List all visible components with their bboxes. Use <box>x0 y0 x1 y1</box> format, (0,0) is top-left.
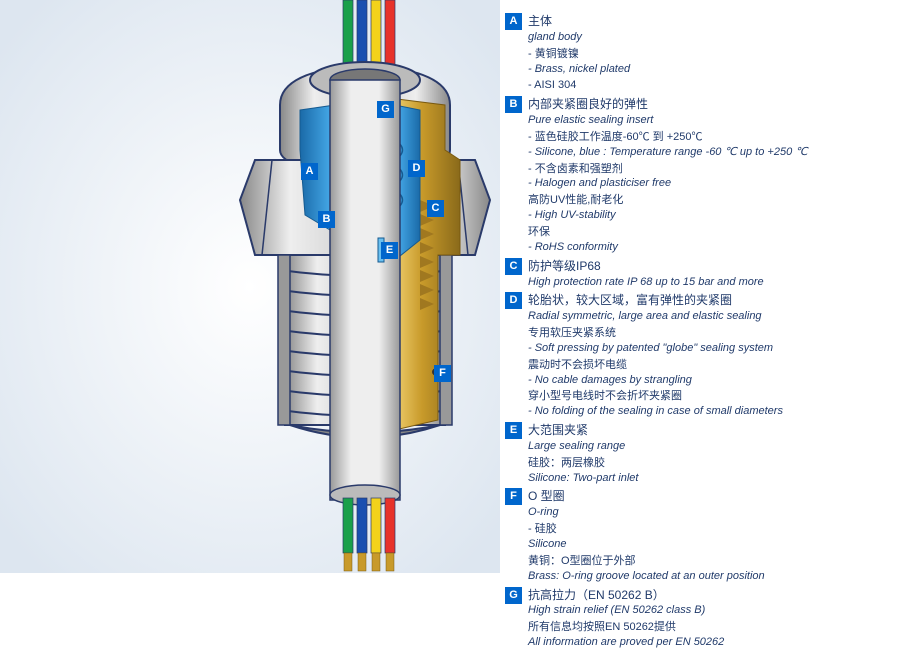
legend-badge-D: D <box>505 292 522 309</box>
legend-sub: 黄铜：O型圈位于外部 Brass: O-ring groove located … <box>528 554 915 584</box>
legend-panel: A 主体 gland body - 黄铜镀镍- Brass, nickel plate… <box>505 10 915 652</box>
legend-sub: - 硅胶 Silicone <box>528 522 915 552</box>
legend-section-B: B 内部夹紧圈良好的弹性 Pure elastic sealing insert <box>505 96 915 128</box>
legend-en: gland body <box>528 30 582 45</box>
legend-badge-E: E <box>505 422 522 439</box>
legend-section-A: A 主体 gland body <box>505 13 915 45</box>
legend-en: Pure elastic sealing insert <box>528 113 653 128</box>
legend-sub: - AISI 304 <box>528 78 915 93</box>
legend-sub: - 蓝色硅胶工作温度-60℃ 到 +250℃- Silicone, blue :… <box>528 130 915 160</box>
legend-badge-A: A <box>505 13 522 30</box>
diagram-label-B: B <box>318 211 335 228</box>
legend-badge-G: G <box>505 587 522 604</box>
legend-cn: 内部夹紧圈良好的弹性 <box>528 97 648 111</box>
diagram-label-D: D <box>408 160 425 177</box>
diagram-label-C: C <box>427 200 444 217</box>
legend-section-C: C 防护等级IP68 High protection rate IP 68 up t… <box>505 258 915 290</box>
legend-section-D: D 轮胎状，较大区域，富有弹性的夹紧圈 Radial symmetric, larg… <box>505 292 915 324</box>
legend-en: High protection rate IP 68 up to 15 bar … <box>528 275 764 290</box>
legend-cn: 抗高拉力（EN 50262 B） <box>528 588 665 602</box>
legend-cn: 防护等级IP68 <box>528 259 601 273</box>
legend-sub: 震动时不会损坏电缆- No cable damages by stranglin… <box>528 358 915 388</box>
diagram-label-A: A <box>301 163 318 180</box>
legend-section-E: E 大范围夹紧 Large sealing range <box>505 422 915 454</box>
legend-section-G: G 抗高拉力（EN 50262 B）High strain relief (EN … <box>505 587 915 619</box>
legend-cn: O 型圈 <box>528 489 565 503</box>
legend-sub: 所有信息均按照EN 50262提供 All information are pr… <box>528 620 915 650</box>
diagram-label-G: G <box>377 101 394 118</box>
product-diagram <box>0 0 500 573</box>
legend-sub: - 不含卤素和强塑剂- Halogen and plasticiser free <box>528 162 915 192</box>
legend-cn: 主体 <box>528 14 552 28</box>
legend-en: High strain relief (EN 50262 class B) <box>528 603 705 618</box>
legend-section-F: F O 型圈 O-ring <box>505 488 915 520</box>
legend-sub: 硅胶：两层橡胶 Silicone: Two-part inlet <box>528 456 915 486</box>
legend-badge-F: F <box>505 488 522 505</box>
legend-en: O-ring <box>528 505 565 520</box>
legend-sub: 穿小型号电线时不会折坏夹紧圈- No folding of the sealin… <box>528 389 915 419</box>
legend-en: Large sealing range <box>528 439 625 454</box>
legend-sub: - 黄铜镀镍- Brass, nickel plated <box>528 47 915 77</box>
legend-badge-B: B <box>505 96 522 113</box>
legend-sub: 环保- RoHS conformity <box>528 225 915 255</box>
legend-cn: 大范围夹紧 <box>528 423 588 437</box>
diagram-label-F: F <box>434 365 451 382</box>
legend-cn: 轮胎状，较大区域，富有弹性的夹紧圈 <box>528 293 732 307</box>
diagram-label-E: E <box>381 242 398 259</box>
legend-badge-C: C <box>505 258 522 275</box>
legend-sub: 高防UV性能,耐老化- High UV-stability <box>528 193 915 223</box>
legend-sub: 专用软压夹紧系统- Soft pressing by patented "glo… <box>528 326 915 356</box>
legend-en: Radial symmetric, large area and elastic… <box>528 309 762 324</box>
